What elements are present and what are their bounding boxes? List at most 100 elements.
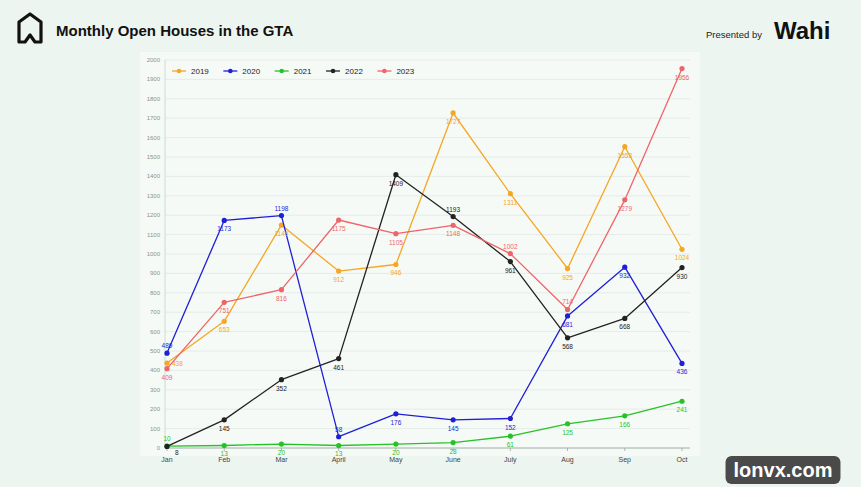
data-label: 489 (162, 342, 173, 349)
y-tick-label: 1800 (147, 96, 161, 102)
data-label: 13 (335, 450, 343, 457)
data-label: 1409 (389, 180, 404, 187)
point (565, 307, 570, 312)
data-label: 1105 (389, 239, 403, 246)
title: Monthly Open Houses in the GTA (56, 22, 293, 39)
grid-line (165, 234, 690, 235)
data-label: 1175 (332, 225, 346, 232)
data-label: 20 (278, 449, 286, 456)
marks (164, 66, 684, 449)
legend: 20192020202120222023 (172, 67, 415, 76)
point (279, 442, 284, 447)
legend-label: 2022 (345, 67, 363, 76)
y-tick-label: 600 (150, 329, 161, 335)
point (164, 366, 169, 371)
data-label: 409 (162, 374, 173, 381)
point (565, 313, 570, 318)
point (393, 411, 398, 416)
point (679, 361, 684, 366)
grid-line (165, 370, 690, 371)
point (393, 231, 398, 236)
data-label: 352 (276, 385, 287, 392)
data-label: 58 (335, 426, 343, 433)
data-label: 1553 (618, 152, 633, 159)
data-label: 10 (163, 435, 171, 442)
y-tick-label: 1300 (147, 193, 161, 199)
grid-line (165, 312, 690, 313)
point (679, 265, 684, 270)
data-label: 1311 (503, 199, 517, 206)
data-label: 438 (172, 360, 183, 367)
legend-marker (279, 69, 284, 74)
data-label: 125 (562, 429, 573, 436)
legend-marker (331, 69, 336, 74)
x-tick (510, 448, 511, 451)
legend-marker (382, 69, 387, 74)
legend-label: 2020 (242, 67, 260, 76)
presented-by: Presented by (706, 29, 762, 40)
x-axis-line (165, 448, 690, 449)
point (164, 443, 169, 448)
y-tick-label: 2000 (147, 57, 161, 63)
data-label: 13 (221, 450, 229, 457)
grid-line (165, 195, 690, 196)
y-axis-line (165, 60, 166, 448)
point (565, 421, 570, 426)
series-line (167, 216, 682, 437)
data-label: 61 (507, 441, 515, 448)
legend-marker (228, 69, 233, 74)
data-label: 1148 (446, 230, 460, 237)
y-tick-label: 400 (150, 367, 161, 373)
y-tick-label: 800 (150, 290, 161, 296)
point (622, 316, 627, 321)
grid-line (165, 157, 690, 158)
data-label: 1956 (675, 74, 690, 81)
brand: Wahi (774, 17, 830, 44)
data-label: 241 (677, 406, 688, 413)
x-tick-label: May (389, 456, 403, 464)
grid-line (165, 254, 690, 255)
grid-line (165, 118, 690, 119)
grid-line (165, 351, 690, 352)
grid-line (165, 273, 690, 274)
data-label: 20 (392, 449, 400, 456)
data-label: 166 (619, 421, 630, 428)
grid-line (165, 292, 690, 293)
watermark-text: lonvx.com (734, 459, 833, 481)
data-label: 961 (505, 267, 516, 274)
watermark: lonvx.com (726, 456, 841, 484)
legend-label: 2021 (294, 67, 312, 76)
data-label: 816 (276, 295, 287, 302)
x-tick (624, 448, 625, 451)
point (622, 413, 627, 418)
data-label: 946 (390, 269, 401, 276)
logo-icon (19, 14, 41, 42)
y-tick-label: 300 (150, 387, 161, 393)
point (336, 217, 341, 222)
axes: 0100200300400500600700800900100011001200… (147, 57, 690, 464)
point (508, 416, 513, 421)
point (622, 197, 627, 202)
y-tick-label: 1600 (147, 135, 161, 141)
grid-line (165, 448, 690, 449)
point (508, 259, 513, 264)
point (222, 218, 227, 223)
legend-label: 2019 (191, 67, 209, 76)
point (622, 144, 627, 149)
grid-line (165, 389, 690, 390)
point (336, 268, 341, 273)
point (279, 213, 284, 218)
point (279, 377, 284, 382)
point (565, 335, 570, 340)
y-tick-label: 1000 (147, 251, 161, 257)
point (222, 443, 227, 448)
data-label: 436 (677, 368, 688, 375)
y-tick-label: 1400 (147, 173, 161, 179)
data-label: 176 (390, 419, 401, 426)
watermark-box (726, 456, 841, 484)
data-label: 1002 (503, 243, 518, 250)
point (679, 66, 684, 71)
x-tick-label: Jan (161, 456, 172, 463)
data-label: 145 (219, 425, 230, 432)
chart: Monthly Open Houses in the GTA Presented … (0, 0, 861, 487)
